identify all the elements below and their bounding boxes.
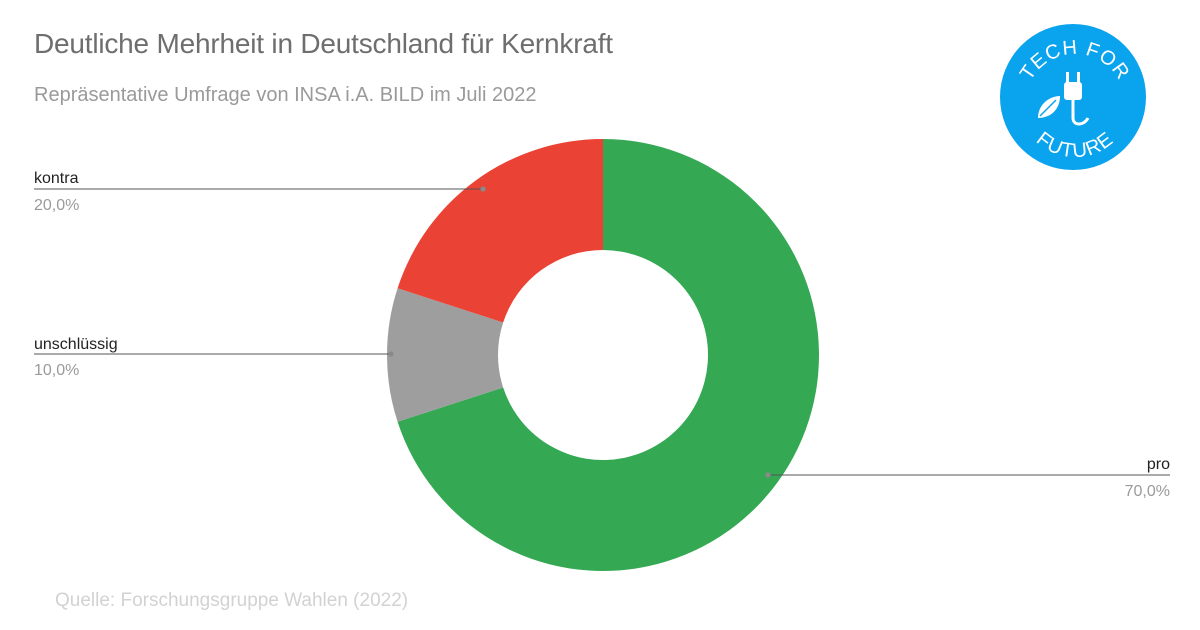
leader-dot-unschlüssig (388, 351, 394, 357)
chart-title: Deutliche Mehrheit in Deutschland für Ke… (34, 28, 613, 59)
slice-label-unschlüssig: unschlüssig (34, 336, 118, 353)
chart-subtitle: Repräsentative Umfrage von INSA i.A. BIL… (34, 84, 537, 106)
slice-value-pro: 70,0% (1125, 483, 1170, 500)
slice-value-kontra: 20,0% (34, 197, 79, 214)
source-note: Quelle: Forschungsgruppe Wahlen (2022) (55, 590, 409, 611)
slice-label-kontra: kontra (34, 170, 79, 187)
slice-value-unschlüssig: 10,0% (34, 362, 79, 379)
slice-unschlüssig (387, 288, 504, 422)
slice-label-pro: pro (1147, 456, 1170, 473)
slice-kontra (397, 138, 603, 323)
leader-dot-pro (765, 472, 771, 478)
slice-pro (397, 139, 819, 571)
plug-leaf-icon (1038, 72, 1090, 126)
tech-for-future-logo: TECH FOR FUTURE (1000, 24, 1146, 170)
leader-dot-kontra (480, 186, 486, 192)
